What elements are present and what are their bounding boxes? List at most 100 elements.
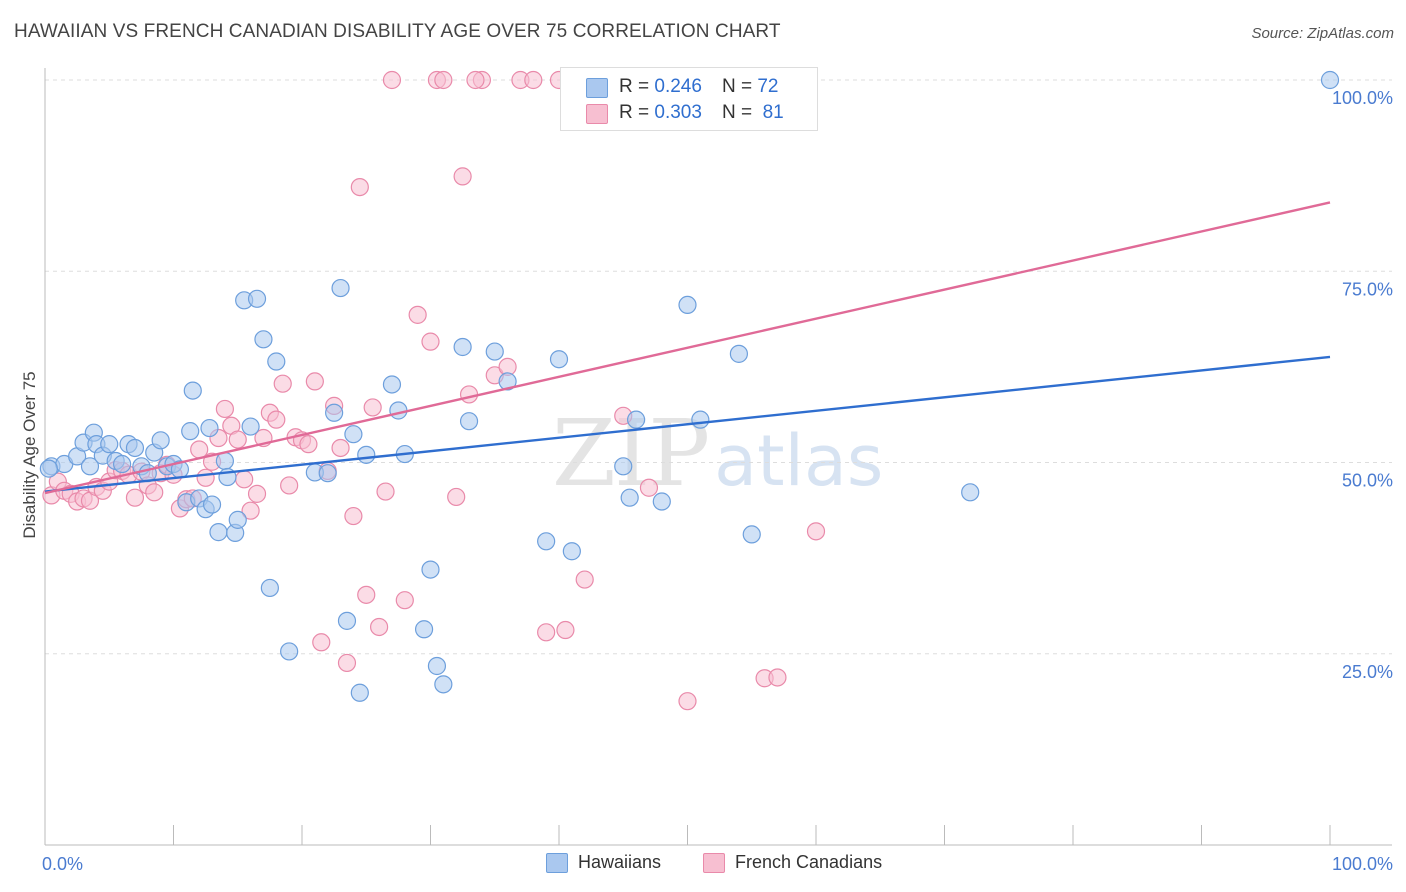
point-hawaiians — [39, 459, 58, 478]
point-french-canadians — [312, 633, 331, 652]
legend-r-value: 0.246 — [654, 76, 702, 97]
point-french-canadians — [241, 501, 260, 520]
x-tick-label: 100.0% — [1332, 854, 1393, 874]
point-french-canadians — [537, 623, 556, 642]
point-hawaiians — [729, 344, 749, 363]
legend-swatch-hawaiians — [546, 852, 568, 873]
point-hawaiians — [1320, 70, 1340, 90]
point-hawaiians — [318, 464, 337, 483]
point-hawaiians — [183, 381, 202, 400]
point-hawaiians — [331, 278, 350, 298]
point-french-canadians — [235, 470, 254, 489]
legend-row-french-canadians: R = 0.303 N = 81 — [586, 101, 784, 125]
y-tick-label: 50.0% — [1342, 471, 1393, 491]
point-hawaiians — [228, 510, 247, 529]
point-hawaiians — [421, 560, 440, 579]
watermark-atlas: atlas — [714, 420, 884, 502]
trend-lines — [44, 201, 1331, 495]
point-hawaiians — [267, 352, 286, 371]
point-hawaiians — [100, 435, 119, 454]
point-hawaiians — [260, 578, 279, 598]
point-hawaiians — [151, 431, 170, 450]
point-french-canadians — [125, 488, 145, 507]
point-french-canadians — [267, 410, 286, 429]
point-french-canadians — [453, 167, 472, 186]
point-french-canadians — [247, 484, 267, 503]
point-french-canadians — [421, 332, 440, 351]
point-french-canadians — [363, 398, 382, 417]
point-hawaiians — [80, 457, 100, 476]
point-hawaiians — [453, 337, 472, 357]
point-french-canadians — [280, 476, 299, 495]
point-hawaiians — [485, 342, 504, 361]
point-french-canadians — [350, 178, 369, 197]
point-hawaiians — [389, 401, 408, 420]
legend-n-label: N = — [721, 102, 753, 123]
trend-line-french-canadians — [44, 201, 1331, 495]
legend-row-hawaiians: R = 0.246 N = 72 — [586, 75, 778, 99]
point-french-canadians — [466, 70, 485, 90]
legend-swatch-french-canadians — [703, 852, 725, 873]
point-french-canadians — [447, 487, 466, 507]
legend-label-french-canadians: French Canadians — [735, 852, 883, 872]
point-french-canadians — [344, 506, 363, 526]
point-hawaiians — [337, 611, 357, 630]
point-hawaiians — [241, 417, 260, 436]
chart-source: Source: ZipAtlas.com — [1251, 25, 1394, 42]
point-french-canadians — [331, 438, 350, 458]
point-french-canadians — [524, 70, 543, 90]
legend-r-label: R = — [619, 102, 650, 123]
legend-swatch-hawaiians — [586, 78, 608, 98]
point-french-canadians — [768, 668, 787, 687]
point-french-canadians — [190, 440, 209, 459]
point-hawaiians — [200, 418, 219, 438]
point-french-canadians — [273, 374, 292, 393]
point-french-canadians — [575, 570, 594, 589]
point-hawaiians — [209, 523, 228, 542]
point-hawaiians — [678, 295, 697, 315]
point-hawaiians — [549, 350, 569, 369]
point-french-canadians — [556, 620, 575, 640]
point-french-canadians — [639, 478, 659, 497]
point-french-canadians — [376, 482, 395, 501]
point-hawaiians — [414, 620, 434, 639]
point-french-canadians — [434, 70, 453, 90]
gridlines — [45, 79, 1392, 655]
point-french-canadians — [357, 585, 376, 604]
chart-title: HAWAIIAN VS FRENCH CANADIAN DISABILITY A… — [14, 21, 781, 42]
point-hawaiians — [562, 542, 581, 561]
legend-label-hawaiians: Hawaiians — [578, 852, 662, 872]
legend-n-label: N = — [721, 76, 753, 97]
point-french-canadians — [305, 372, 324, 391]
point-hawaiians — [325, 403, 344, 422]
legend-r-value: 0.303 — [654, 102, 702, 123]
point-hawaiians — [280, 642, 299, 661]
point-french-canadians — [215, 399, 234, 419]
point-french-canadians — [678, 692, 697, 711]
point-hawaiians — [344, 425, 363, 444]
point-hawaiians — [427, 656, 447, 676]
point-hawaiians — [742, 525, 761, 544]
point-hawaiians — [652, 492, 671, 511]
legend-swatch-french-canadians — [586, 104, 608, 124]
legend-item-hawaiians: Hawaiians — [546, 852, 661, 873]
point-french-canadians — [395, 591, 414, 610]
correlation-legend: R = 0.246 N = 72 R = 0.303 N = 81 — [560, 67, 818, 131]
point-hawaiians — [350, 683, 369, 702]
point-french-canadians — [196, 468, 215, 487]
point-french-canadians — [228, 430, 247, 449]
point-hawaiians — [254, 330, 273, 349]
y-axis-label: Disability Age Over 75 — [20, 371, 39, 539]
legend-n-value: 81 — [762, 102, 784, 123]
point-french-canadians — [408, 305, 427, 324]
y-tick-label: 100.0% — [1332, 88, 1393, 108]
legend-r-label: R = — [619, 76, 650, 97]
point-hawaiians — [357, 445, 376, 464]
x-tick-label: 0.0% — [42, 854, 83, 874]
point-hawaiians — [614, 457, 633, 476]
point-french-canadians — [459, 385, 479, 404]
point-hawaiians — [202, 495, 222, 514]
point-hawaiians — [961, 483, 980, 502]
point-french-canadians — [382, 70, 402, 90]
point-hawaiians — [537, 532, 556, 551]
